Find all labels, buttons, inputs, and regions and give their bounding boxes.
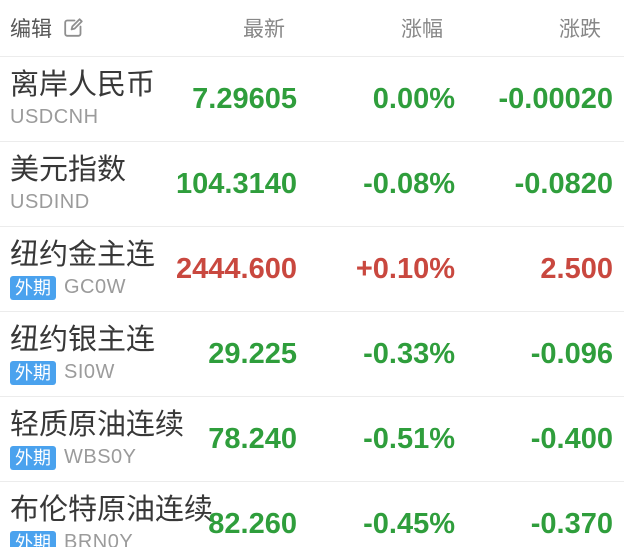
instrument-info: 纽约金主连 外期 GC0W [10,238,157,301]
column-header-change-percent[interactable]: 涨幅 [401,18,443,41]
change-percent: -0.08% [363,167,455,200]
instrument-name: 布伦特原油连续 [10,493,214,526]
instrument-info: 纽约银主连 外期 SI0W [10,323,157,386]
column-header-latest[interactable]: 最新 [243,18,285,41]
watchlist-header: 编辑 最新 涨幅 涨跌 [0,0,624,57]
latest-price: 2444.600 [176,252,297,285]
watchlist-row[interactable]: 美元指数 USDIND 104.3140 -0.08% -0.0820 [0,142,624,227]
change-percent: -0.33% [363,337,455,370]
instrument-code: WBS0Y [64,446,137,468]
instrument-code: USDIND [10,191,90,213]
change-percent: -0.45% [363,507,455,540]
change-value: -0.0820 [514,167,613,200]
instrument-info: 轻质原油连续 外期 WBS0Y [10,408,185,471]
change-value: -0.096 [530,337,613,370]
latest-price: 29.225 [208,337,297,370]
instrument-info: 离岸人民币 USDCNH [10,68,157,131]
instrument-code: GC0W [64,276,126,298]
change-value: -0.400 [530,422,613,455]
instrument-code: USDCNH [10,106,99,128]
change-percent: 0.00% [372,82,455,115]
watchlist-row[interactable]: 纽约金主连 外期 GC0W 2444.600 +0.10% 2.500 [0,227,624,312]
instrument-subline: 外期 GC0W [10,275,157,301]
latest-price: 7.29605 [192,82,297,115]
market-badge: 外期 [10,530,56,547]
instrument-info: 布伦特原油连续 外期 BRN0Y [10,493,214,547]
instrument-name: 美元指数 [10,153,127,186]
instrument-subline: USDIND [10,190,157,216]
watchlist-row[interactable]: 纽约银主连 外期 SI0W 29.225 -0.33% -0.096 [0,312,624,397]
market-badge: 外期 [10,360,56,385]
latest-price: 82.260 [208,507,297,540]
edit-label[interactable]: 编辑 [10,18,52,41]
market-badge: 外期 [10,275,56,300]
watchlist-row[interactable]: 布伦特原油连续 外期 BRN0Y 82.260 -0.45% -0.370 [0,482,624,547]
edit-area: 编辑 [10,13,157,43]
instrument-name: 纽约银主连 [10,323,156,356]
instrument-name: 离岸人民币 [10,68,156,101]
change-percent: +0.10% [355,252,455,285]
instrument-name: 纽约金主连 [10,238,156,271]
change-value: 2.500 [540,252,613,285]
instrument-subline: 外期 WBS0Y [10,445,157,471]
watchlist-row[interactable]: 离岸人民币 USDCNH 7.29605 0.00% -0.00020 [0,57,624,142]
watchlist: 离岸人民币 USDCNH 7.29605 0.00% -0.00020 美元指数… [0,57,624,547]
instrument-info: 美元指数 USDIND [10,153,157,216]
instrument-code: SI0W [64,361,115,383]
change-value: -0.370 [530,507,613,540]
instrument-subline: 外期 BRN0Y [10,530,157,547]
edit-button[interactable] [61,16,85,40]
edit-pencil-square-icon [61,16,85,40]
column-header-change-value[interactable]: 涨跌 [559,18,601,41]
instrument-name: 轻质原油连续 [10,408,185,441]
change-percent: -0.51% [363,422,455,455]
instrument-subline: USDCNH [10,105,157,131]
instrument-code: BRN0Y [64,531,134,547]
market-badge: 外期 [10,445,56,470]
change-value: -0.00020 [498,82,614,115]
latest-price: 78.240 [208,422,297,455]
latest-price: 104.3140 [176,167,297,200]
watchlist-row[interactable]: 轻质原油连续 外期 WBS0Y 78.240 -0.51% -0.400 [0,397,624,482]
instrument-subline: 外期 SI0W [10,360,157,386]
